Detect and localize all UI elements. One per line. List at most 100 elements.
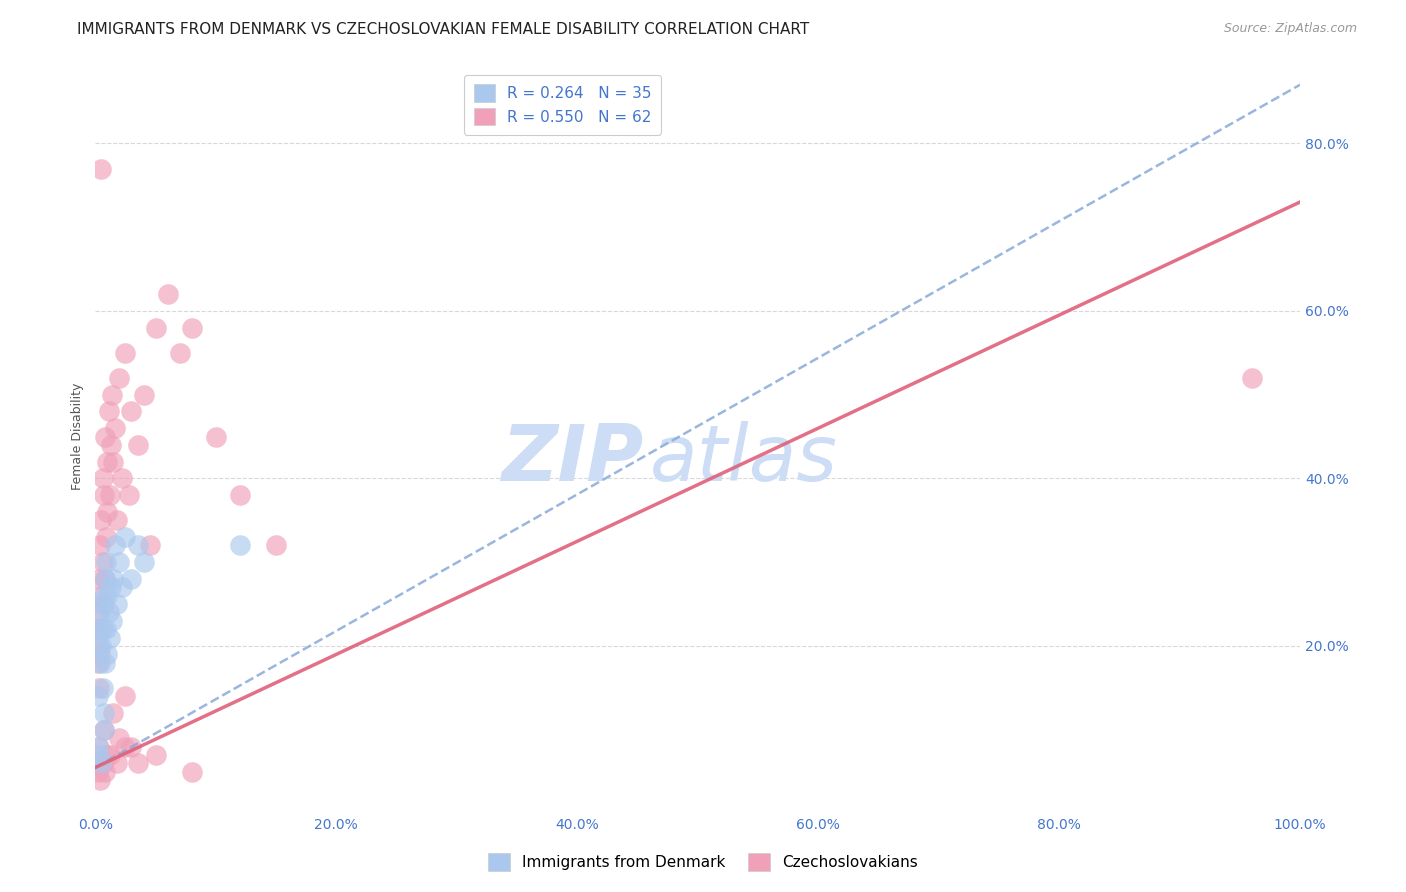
Point bbox=[94, 572, 117, 586]
Point bbox=[180, 320, 202, 334]
Point bbox=[1240, 371, 1263, 385]
Point bbox=[101, 387, 124, 401]
Legend: Immigrants from Denmark, Czechoslovakians: Immigrants from Denmark, Czechoslovakian… bbox=[482, 847, 924, 877]
Point bbox=[156, 287, 179, 301]
Point bbox=[121, 404, 143, 418]
Point bbox=[87, 681, 110, 695]
Point bbox=[145, 320, 167, 334]
Point bbox=[121, 572, 143, 586]
Point bbox=[98, 747, 121, 762]
Point bbox=[108, 555, 131, 569]
Point bbox=[96, 505, 118, 519]
Point bbox=[87, 690, 110, 704]
Point bbox=[97, 404, 120, 418]
Point bbox=[114, 530, 136, 544]
Point bbox=[111, 580, 134, 594]
Point bbox=[94, 764, 117, 779]
Point bbox=[87, 572, 110, 586]
Point bbox=[87, 747, 110, 762]
Point bbox=[86, 639, 108, 653]
Point bbox=[105, 597, 128, 611]
Point bbox=[264, 539, 287, 553]
Point bbox=[96, 555, 118, 569]
Point bbox=[96, 648, 118, 662]
Point bbox=[94, 572, 117, 586]
Point bbox=[94, 656, 117, 670]
Point bbox=[145, 747, 167, 762]
Point bbox=[108, 371, 131, 385]
Point bbox=[96, 455, 118, 469]
Point bbox=[89, 539, 111, 553]
Text: IMMIGRANTS FROM DENMARK VS CZECHOSLOVAKIAN FEMALE DISABILITY CORRELATION CHART: IMMIGRANTS FROM DENMARK VS CZECHOSLOVAKI… bbox=[77, 22, 810, 37]
Point bbox=[90, 513, 112, 527]
Point bbox=[132, 387, 155, 401]
Point bbox=[96, 747, 118, 762]
Point bbox=[87, 739, 110, 754]
Point bbox=[105, 513, 128, 527]
Point bbox=[127, 756, 149, 771]
Point bbox=[89, 772, 111, 787]
Point bbox=[104, 539, 127, 553]
Point bbox=[87, 639, 110, 653]
Text: ZIP: ZIP bbox=[502, 421, 644, 497]
Point bbox=[93, 488, 115, 502]
Point bbox=[89, 648, 111, 662]
Point bbox=[97, 606, 120, 620]
Point bbox=[138, 539, 160, 553]
Point bbox=[127, 539, 149, 553]
Point bbox=[229, 539, 252, 553]
Point bbox=[87, 622, 110, 636]
Point bbox=[90, 597, 112, 611]
Point bbox=[94, 429, 117, 443]
Point bbox=[91, 756, 114, 771]
Point bbox=[96, 622, 118, 636]
Point bbox=[87, 739, 110, 754]
Point bbox=[104, 421, 127, 435]
Point bbox=[229, 488, 252, 502]
Point bbox=[103, 706, 125, 720]
Point bbox=[90, 639, 112, 653]
Point bbox=[93, 723, 115, 737]
Point bbox=[89, 606, 111, 620]
Point bbox=[121, 739, 143, 754]
Point bbox=[98, 631, 121, 645]
Point bbox=[105, 756, 128, 771]
Point bbox=[108, 731, 131, 746]
Point bbox=[205, 429, 228, 443]
Point bbox=[114, 690, 136, 704]
Point bbox=[90, 589, 112, 603]
Point bbox=[96, 530, 118, 544]
Point bbox=[111, 471, 134, 485]
Point bbox=[93, 589, 115, 603]
Point bbox=[118, 488, 141, 502]
Point bbox=[91, 555, 114, 569]
Point bbox=[89, 656, 111, 670]
Point bbox=[100, 580, 122, 594]
Point bbox=[114, 346, 136, 360]
Point bbox=[114, 739, 136, 754]
Legend: R = 0.264   N = 35, R = 0.550   N = 62: R = 0.264 N = 35, R = 0.550 N = 62 bbox=[464, 75, 661, 135]
Point bbox=[91, 622, 114, 636]
Point bbox=[96, 589, 118, 603]
Point bbox=[90, 756, 112, 771]
Point bbox=[90, 622, 112, 636]
Point bbox=[87, 764, 110, 779]
Point bbox=[132, 555, 155, 569]
Point bbox=[100, 438, 122, 452]
Point bbox=[127, 438, 149, 452]
Point bbox=[87, 622, 110, 636]
Point bbox=[93, 723, 115, 737]
Text: Source: ZipAtlas.com: Source: ZipAtlas.com bbox=[1223, 22, 1357, 36]
Point bbox=[103, 455, 125, 469]
Point bbox=[90, 756, 112, 771]
Point bbox=[101, 614, 124, 628]
Point bbox=[87, 606, 110, 620]
Point bbox=[169, 346, 191, 360]
Y-axis label: Female Disability: Female Disability bbox=[72, 383, 84, 491]
Point bbox=[91, 471, 114, 485]
Point bbox=[93, 706, 115, 720]
Point bbox=[91, 681, 114, 695]
Point bbox=[98, 488, 121, 502]
Point bbox=[90, 161, 112, 176]
Text: atlas: atlas bbox=[650, 421, 838, 497]
